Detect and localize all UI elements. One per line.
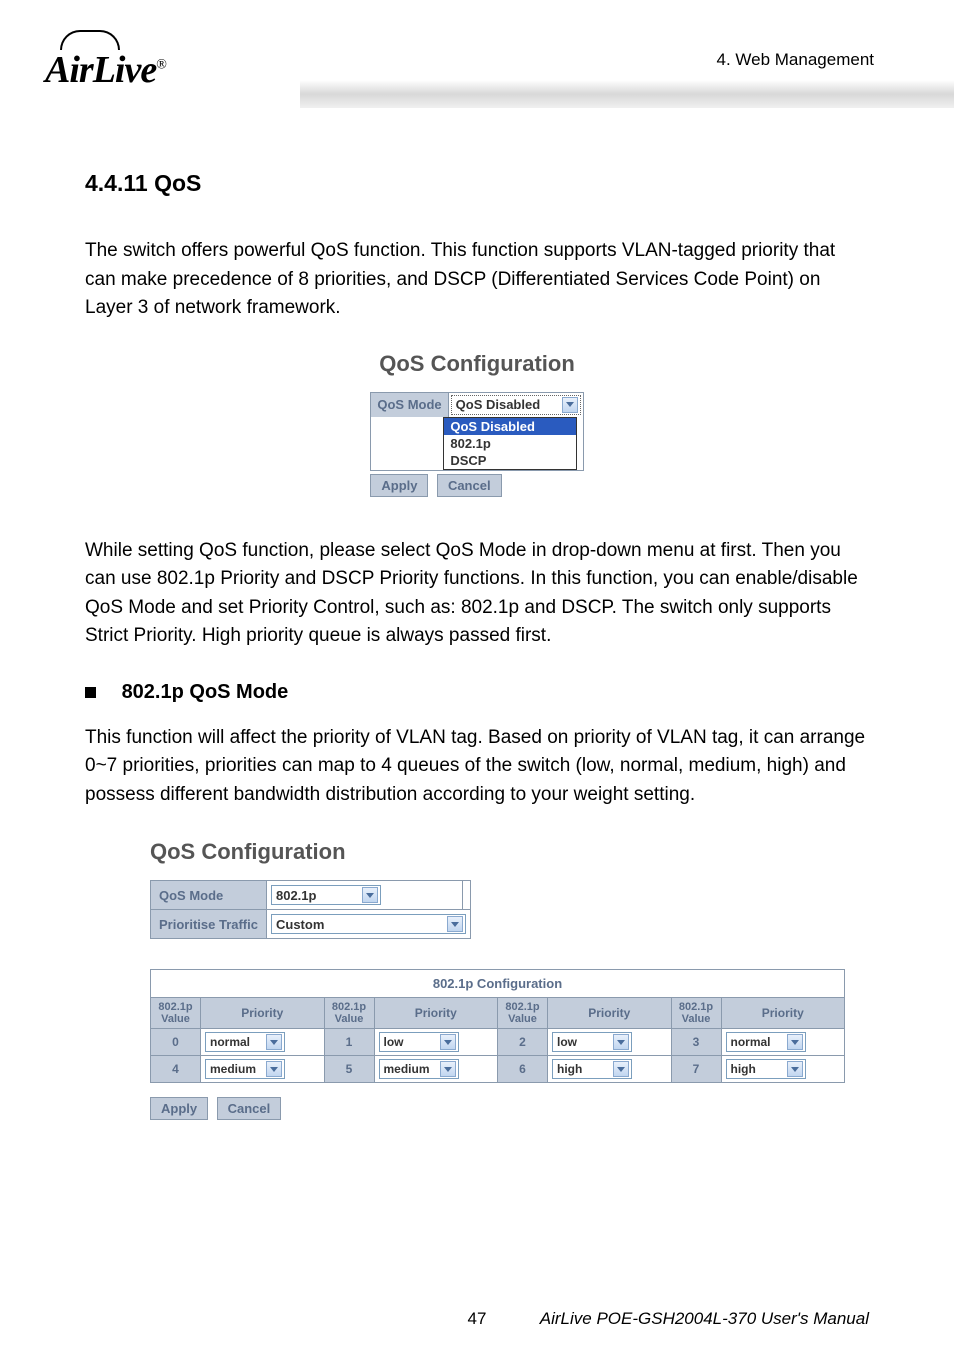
priority-select[interactable]: medium: [205, 1059, 285, 1079]
priority-select[interactable]: low: [552, 1032, 632, 1052]
priority-value: low: [384, 1035, 404, 1049]
qos-config-title-1: QoS Configuration: [379, 351, 575, 377]
chevron-down-icon: [362, 887, 378, 903]
priority-value: normal: [210, 1035, 250, 1049]
chevron-down-icon: [787, 1061, 803, 1077]
qos-mode-select-2[interactable]: 802.1p: [271, 885, 381, 905]
dropdown-option[interactable]: 802.1p: [444, 435, 576, 452]
802-table-title: 802.1p Configuration: [151, 970, 845, 998]
qos-config-title-2: QoS Configuration: [150, 839, 869, 865]
col-header-priority: Priority: [374, 998, 498, 1029]
chevron-down-icon: [613, 1034, 629, 1050]
chevron-down-icon: [447, 916, 463, 932]
802-value: 4: [151, 1056, 201, 1083]
priority-value: low: [557, 1035, 577, 1049]
page-number: 47: [468, 1309, 487, 1329]
subheading-802: 802.1p QoS Mode: [85, 681, 869, 704]
qos-mode-value-2: 802.1p: [276, 888, 316, 903]
paragraph-2: While setting QoS function, please selec…: [85, 537, 869, 651]
chevron-down-icon: [613, 1061, 629, 1077]
logo: AirLive®: [45, 30, 275, 92]
section-title: 4.4.11 QoS: [85, 170, 869, 197]
priority-value: high: [731, 1062, 756, 1076]
priority-select[interactable]: normal: [205, 1032, 285, 1052]
col-header-value: 802.1pValue: [324, 998, 374, 1029]
col-header-value: 802.1pValue: [671, 998, 721, 1029]
manual-title: AirLive POE-GSH2004L-370 User's Manual: [540, 1309, 869, 1329]
header-divider: [300, 80, 954, 108]
apply-button[interactable]: Apply: [370, 474, 428, 497]
subheading-text: 802.1p QoS Mode: [122, 681, 289, 703]
qos-mode-dropdown-list: QoS Disabled 802.1p DSCP: [443, 417, 577, 470]
802-value: 1: [324, 1029, 374, 1056]
802-value: 6: [498, 1056, 548, 1083]
prioritise-traffic-value: Custom: [276, 917, 324, 932]
col-header-priority: Priority: [201, 998, 325, 1029]
802-value: 0: [151, 1029, 201, 1056]
802-config-table: 802.1p Configuration 802.1pValue Priorit…: [150, 969, 845, 1083]
chevron-down-icon: [440, 1034, 456, 1050]
chevron-down-icon: [266, 1061, 282, 1077]
col-header-priority: Priority: [548, 998, 672, 1029]
priority-value: high: [557, 1062, 582, 1076]
cancel-button[interactable]: Cancel: [437, 474, 502, 497]
dropdown-option[interactable]: QoS Disabled: [444, 418, 576, 435]
qos-config-block-2: QoS Configuration QoS Mode 802.1p Priori…: [150, 839, 869, 1120]
apply-button-2[interactable]: Apply: [150, 1097, 208, 1120]
chevron-down-icon: [440, 1061, 456, 1077]
802-value: 2: [498, 1029, 548, 1056]
802-value: 3: [671, 1029, 721, 1056]
prioritise-traffic-label: Prioritise Traffic: [151, 910, 267, 939]
prioritise-traffic-select[interactable]: Custom: [271, 914, 466, 934]
priority-select[interactable]: high: [552, 1059, 632, 1079]
qos-mode-select[interactable]: QoS Disabled: [451, 395, 581, 415]
priority-value: medium: [384, 1062, 430, 1076]
qos-mode-label: QoS Mode: [371, 393, 448, 417]
chapter-label: 4. Web Management: [717, 50, 875, 70]
priority-select[interactable]: low: [379, 1032, 459, 1052]
priority-select[interactable]: medium: [379, 1059, 459, 1079]
col-header-value: 802.1pValue: [151, 998, 201, 1029]
cancel-button-2[interactable]: Cancel: [217, 1097, 282, 1120]
802-value: 7: [671, 1056, 721, 1083]
chevron-down-icon: [787, 1034, 803, 1050]
dropdown-option[interactable]: DSCP: [444, 452, 576, 469]
qos-mode-selected-value: QoS Disabled: [456, 397, 541, 412]
logo-text: AirLive: [45, 49, 156, 91]
qos-mode-label-2: QoS Mode: [151, 881, 267, 910]
col-header-priority: Priority: [721, 998, 845, 1029]
802-value: 5: [324, 1056, 374, 1083]
bullet-icon: [85, 687, 96, 698]
qos-config-block-1: QoS Configuration QoS Mode QoS Disabled …: [85, 351, 869, 497]
intro-paragraph: The switch offers powerful QoS function.…: [85, 237, 869, 323]
priority-select[interactable]: high: [726, 1059, 806, 1079]
sub-paragraph: This function will affect the priority o…: [85, 724, 869, 810]
chevron-down-icon: [562, 397, 578, 413]
col-header-value: 802.1pValue: [498, 998, 548, 1029]
chevron-down-icon: [266, 1034, 282, 1050]
priority-value: medium: [210, 1062, 256, 1076]
qos-mode-table: QoS Mode 802.1p Prioritise Traffic Custo…: [150, 880, 471, 939]
priority-value: normal: [731, 1035, 771, 1049]
priority-select[interactable]: normal: [726, 1032, 806, 1052]
